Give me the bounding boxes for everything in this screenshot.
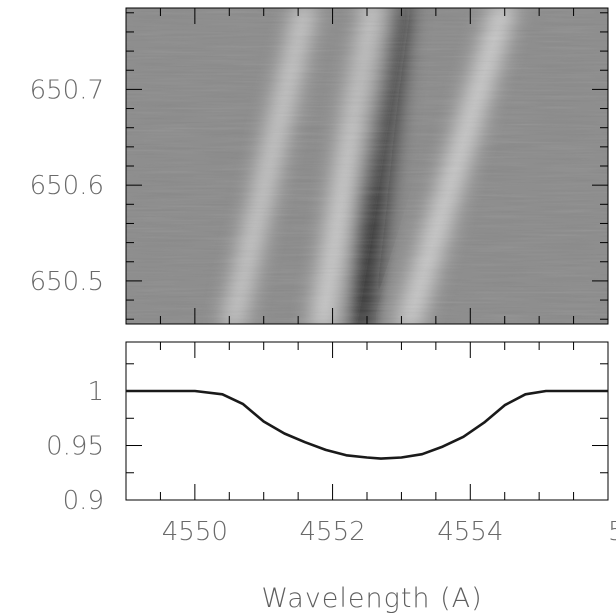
x-axis-title: Wavelength (A) bbox=[261, 583, 482, 614]
heatmap-noise bbox=[126, 8, 608, 324]
profile-y-tick-label: 0.9 bbox=[63, 486, 104, 516]
profile-ticks bbox=[126, 342, 609, 501]
profile-frame bbox=[125, 341, 609, 501]
profile-y-tick-label: 1 bbox=[87, 377, 104, 407]
heatmap-y-tick-label: 650.5 bbox=[30, 267, 104, 297]
profile-x-tick-label: 4554 bbox=[437, 517, 503, 547]
heatmap-y-tick-labels: 650.5 650.6 650.7 bbox=[30, 75, 104, 297]
heatmap-frame bbox=[125, 7, 609, 325]
profile-series-line bbox=[126, 389, 608, 460]
profile-x-tick-label: 4552 bbox=[299, 517, 365, 547]
profile-x-tick-labels: 4550 4552 4554 5 bbox=[162, 517, 616, 547]
profile-y-tick-label: 0.95 bbox=[46, 432, 104, 462]
profile-x-tick-label: 4550 bbox=[162, 517, 228, 547]
profile-x-tick-label: 5 bbox=[608, 517, 616, 547]
line-profile-panel: 0.9 0.95 1 4550 4552 4554 5 Wavelength (A) bbox=[46, 341, 616, 614]
heatmap-y-tick-label: 650.6 bbox=[30, 171, 104, 201]
heatmap-y-tick-label: 650.7 bbox=[30, 75, 104, 105]
profile-y-tick-labels: 0.9 0.95 1 bbox=[46, 377, 104, 516]
dynamic-spectrum-panel: 650.5 650.6 650.7 bbox=[30, 7, 609, 325]
heatmap-ticks bbox=[126, 8, 609, 324]
